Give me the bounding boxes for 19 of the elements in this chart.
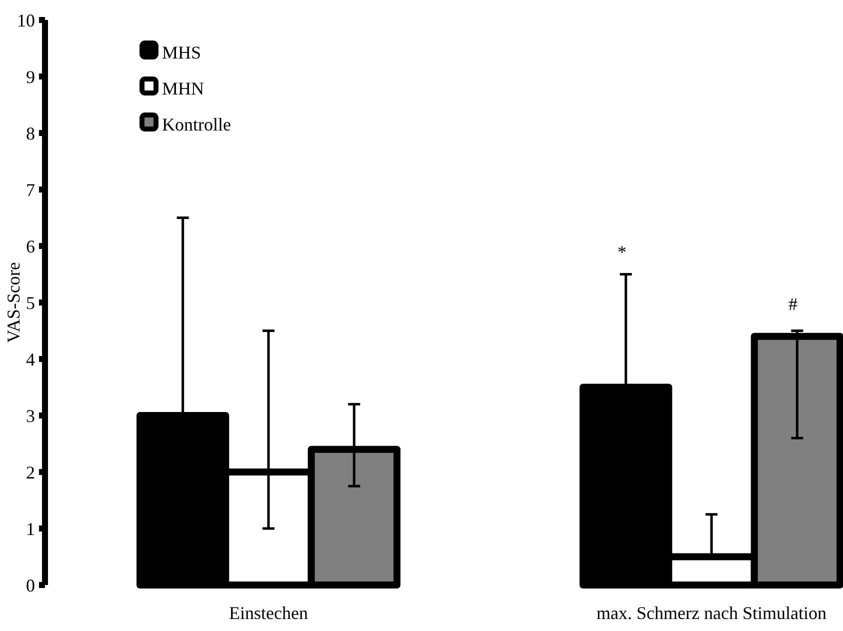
y-tick-label: 2 [26,462,35,482]
annotation: # [788,294,798,314]
y-tick-label: 1 [26,518,35,539]
y-tick-label: 3 [26,406,35,426]
y-tick-label: 6 [26,236,35,256]
y-tick-label: 8 [26,123,35,144]
x-tick-label: Einstechen [228,603,308,623]
y-axis-title: VAS-Score [3,262,24,343]
y-tick-label: 4 [26,349,35,370]
y-tick-label: 0 [26,575,35,596]
y-tick-label: 7 [26,180,35,200]
y-tick-label: 5 [26,292,35,313]
legend-label: MHN [162,78,204,98]
legend-label: MHS [162,42,202,62]
legend-label: Kontrolle [162,114,231,134]
x-tick-label: max. Schmerz nach Stimulation [596,603,826,623]
y-tick-label: 9 [26,66,35,87]
annotation: * [618,242,626,262]
y-tick-label: 10 [17,10,35,30]
